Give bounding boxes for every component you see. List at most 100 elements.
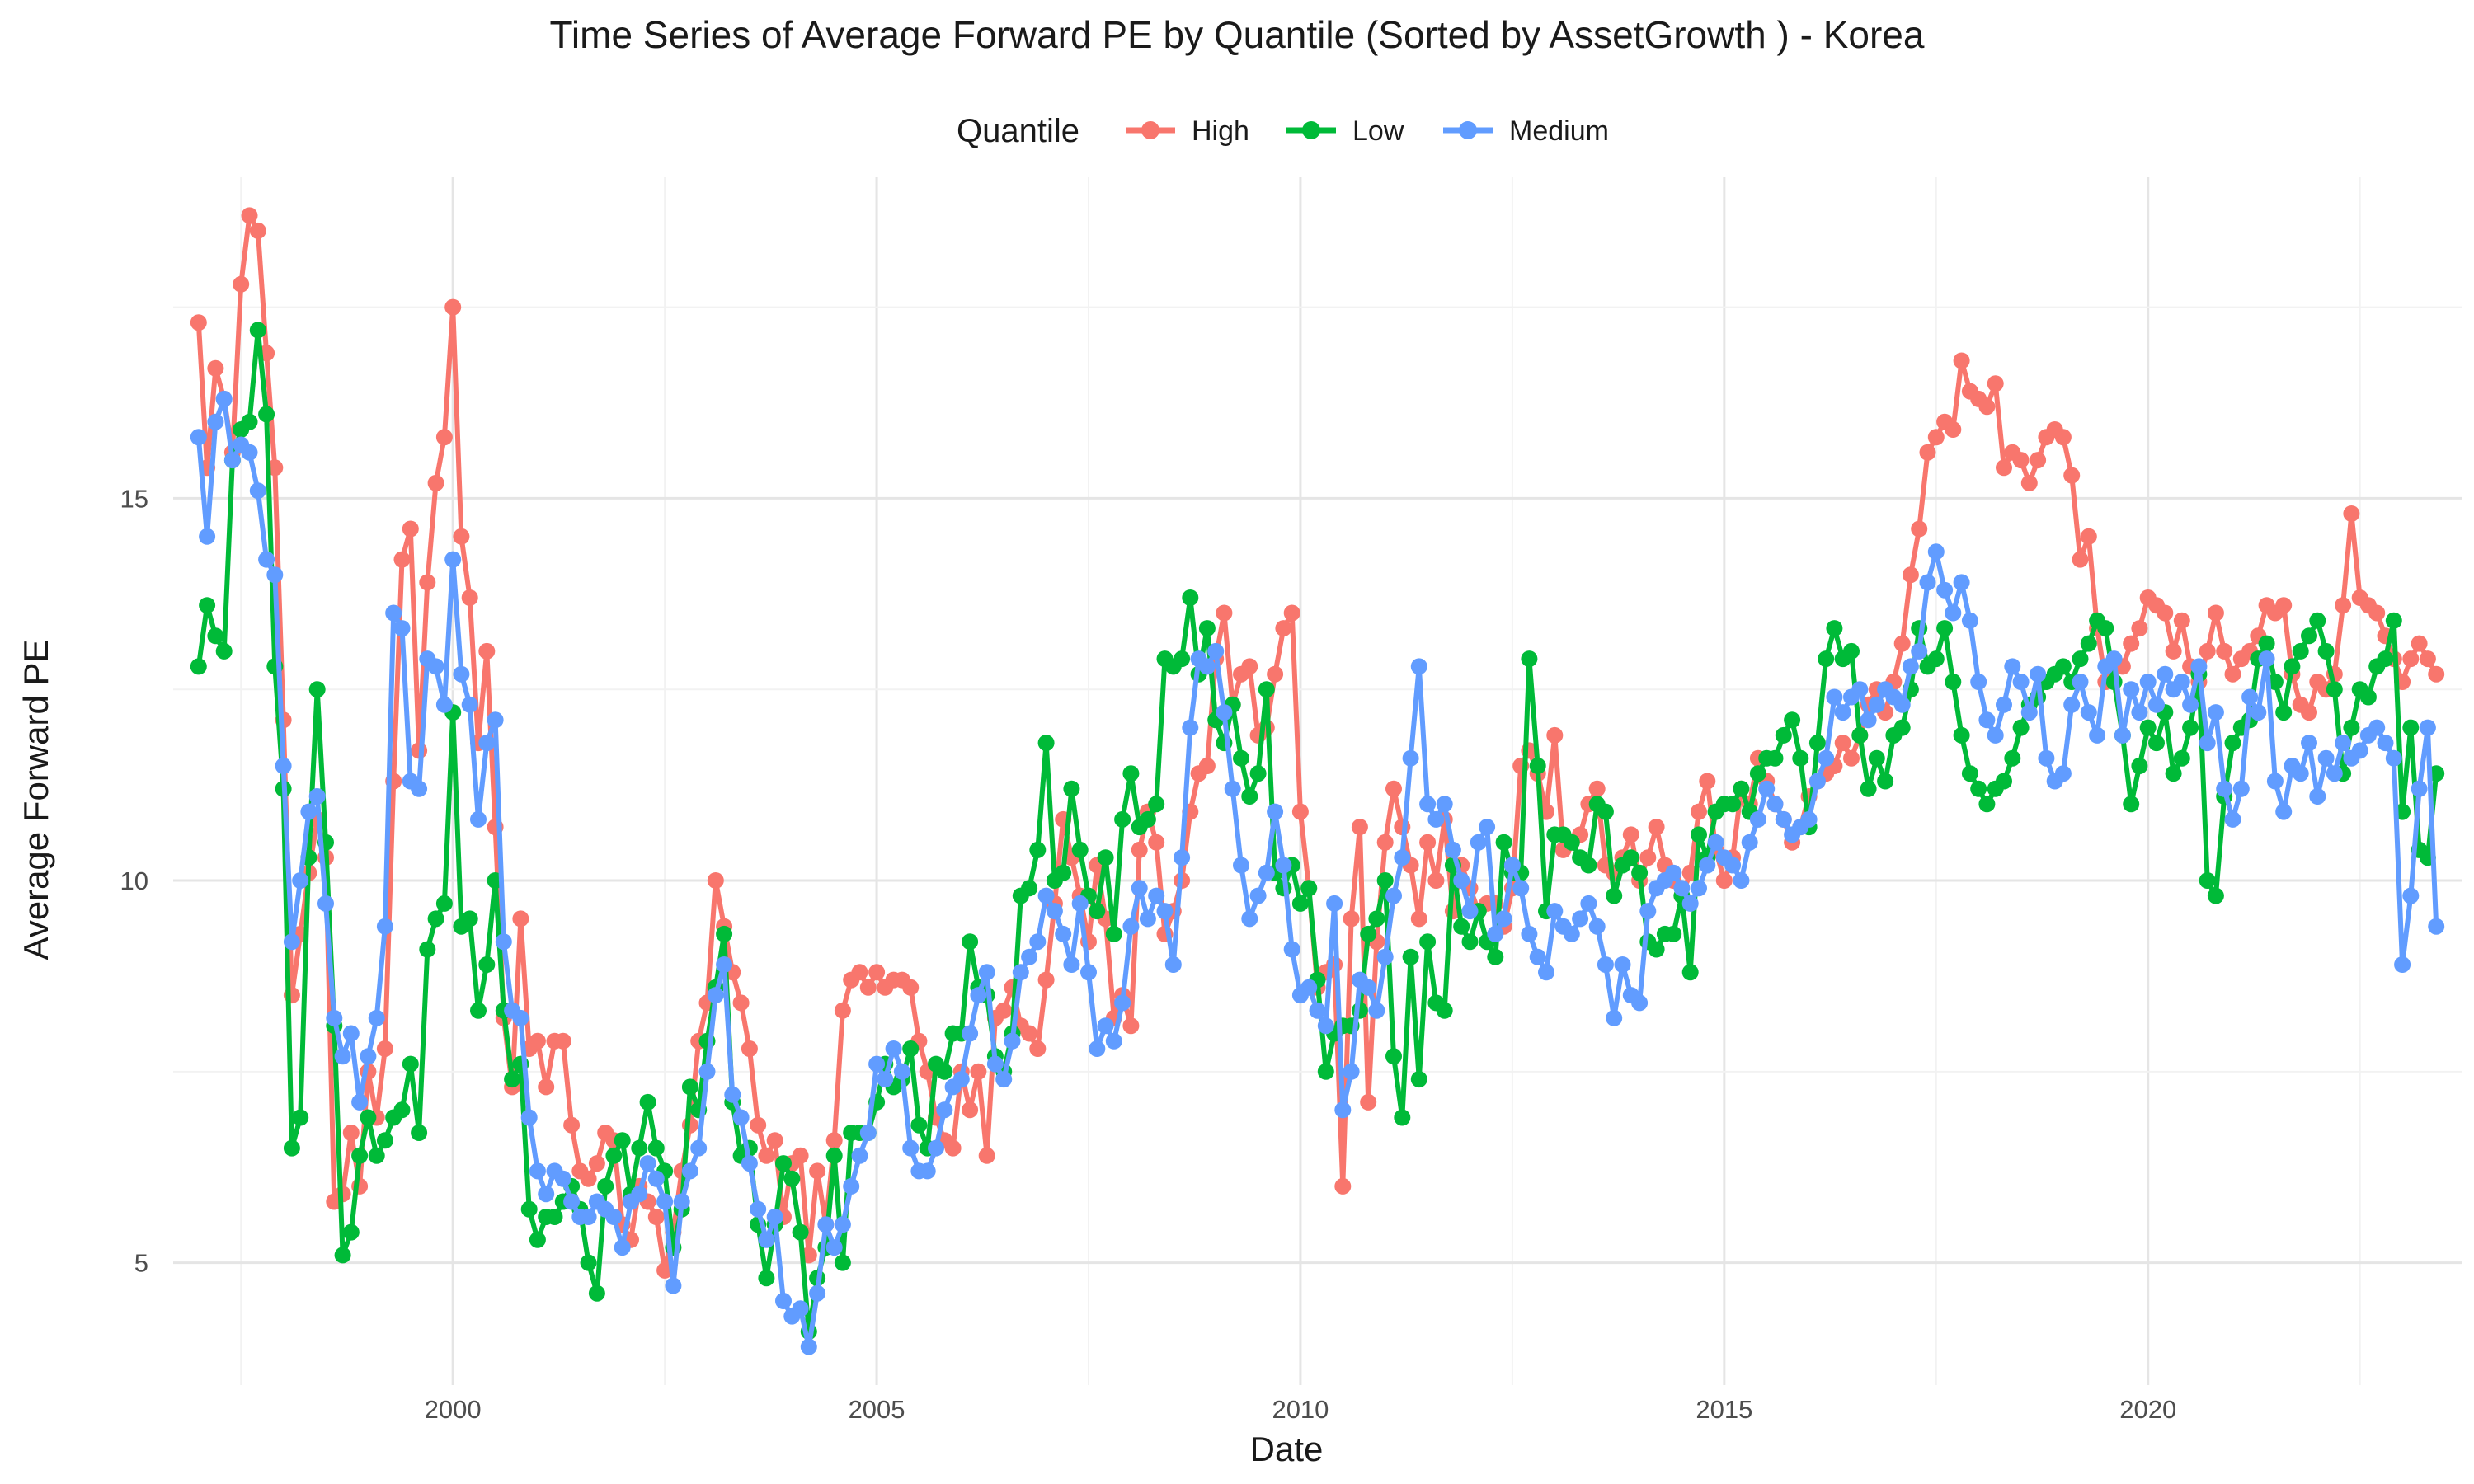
data-point-medium (1436, 796, 1453, 813)
data-point-medium (1529, 948, 1546, 965)
data-point-medium (2216, 780, 2233, 797)
data-point-medium (1114, 994, 1131, 1012)
data-point-high (995, 1002, 1013, 1019)
data-point-medium (2004, 658, 2021, 675)
data-point-medium (1326, 895, 1343, 912)
data-point-medium (2309, 788, 2326, 805)
data-point-high (2343, 505, 2360, 522)
data-point-medium (647, 1170, 665, 1187)
data-point-low (597, 1177, 614, 1195)
data-point-high (2216, 642, 2233, 660)
data-point-high (393, 551, 411, 568)
data-point-low (936, 1063, 953, 1080)
data-point-medium (351, 1093, 369, 1111)
data-point-medium (1385, 887, 1402, 904)
data-point-low (1792, 749, 1809, 767)
data-point-medium (266, 566, 284, 584)
data-point-medium (512, 1009, 529, 1026)
data-point-medium (919, 1162, 936, 1180)
data-point-low (1139, 810, 1156, 828)
data-point-low (1749, 765, 1766, 782)
data-point-low (1114, 810, 1131, 828)
data-point-low (1860, 780, 1877, 797)
legend-item-medium: Medium (1443, 115, 1609, 147)
data-point-high (453, 528, 470, 545)
data-point-medium (1479, 819, 1496, 836)
data-point-medium (1097, 1017, 1114, 1035)
data-point-medium (1198, 658, 1216, 675)
data-point-medium (2326, 765, 2343, 782)
data-point-medium (1376, 948, 1394, 965)
data-point-high (2020, 474, 2038, 491)
data-point-medium (800, 1338, 817, 1355)
data-point-low (376, 1132, 393, 1149)
legend-label: Low (1352, 115, 1404, 147)
data-point-medium (1258, 864, 1275, 881)
data-point-medium (275, 758, 292, 774)
data-point-medium (326, 1009, 343, 1026)
data-point-medium (1733, 872, 1750, 889)
data-point-medium (1766, 796, 1784, 813)
data-point-medium (1512, 880, 1530, 897)
data-point-high (902, 979, 920, 996)
data-point-high (1978, 398, 1996, 416)
data-point-high (1037, 971, 1055, 989)
data-point-low (1233, 749, 1249, 767)
data-point-medium (851, 1147, 868, 1164)
data-point-high (190, 314, 207, 331)
data-point-high (962, 1101, 979, 1119)
data-point-medium (665, 1277, 682, 1294)
data-point-medium (2012, 674, 2030, 690)
data-point-low (1631, 864, 1649, 881)
data-point-medium (1521, 925, 1538, 942)
data-point-medium (292, 872, 309, 889)
data-point-high (1911, 520, 1928, 538)
data-point-high (1122, 1017, 1140, 1035)
data-point-low (2072, 650, 2089, 668)
data-point-low (1249, 765, 1267, 782)
data-point-high (1385, 780, 1402, 797)
data-point-medium (1164, 956, 1182, 973)
data-point-low (190, 658, 207, 675)
data-point-low (2326, 681, 2343, 698)
data-point-low (1945, 674, 1962, 690)
data-point-medium (2182, 696, 2199, 713)
data-point-low (631, 1139, 648, 1157)
data-point-medium (1089, 1040, 1106, 1057)
data-point-low (402, 1055, 419, 1073)
data-point-low (1071, 841, 1089, 858)
data-point-medium (698, 1063, 716, 1080)
data-point-high (1648, 819, 1665, 836)
data-point-medium (1597, 956, 1614, 973)
data-point-high (1241, 658, 1258, 675)
data-point-high (580, 1170, 597, 1187)
data-point-medium (732, 1109, 750, 1126)
data-point-high (970, 1063, 987, 1080)
data-point-high (868, 964, 886, 981)
data-point-medium (1444, 841, 1461, 858)
data-point-low (614, 1132, 631, 1149)
data-point-low (647, 1139, 665, 1157)
data-point-medium (970, 987, 987, 1004)
data-point-medium (1461, 903, 1479, 920)
data-point-medium (520, 1109, 538, 1126)
data-point-medium (223, 452, 241, 469)
data-point-medium (1868, 696, 1885, 713)
data-point-high (2173, 612, 2190, 629)
data-point-low (1300, 880, 1318, 897)
data-point-medium (2419, 719, 2436, 736)
data-point-medium (1572, 910, 1589, 928)
data-point-low (1436, 1002, 1453, 1019)
data-point-high (750, 1116, 767, 1134)
data-point-low (834, 1254, 851, 1271)
data-point-medium (190, 429, 207, 446)
data-point-medium (554, 1170, 571, 1187)
data-point-low (2275, 704, 2293, 721)
data-point-medium (1588, 918, 1606, 935)
data-point-medium (1233, 857, 1249, 874)
data-point-medium (1953, 574, 1970, 591)
data-point-low (2165, 765, 2182, 782)
data-point-medium (360, 1048, 377, 1065)
data-point-medium (2317, 749, 2335, 767)
data-point-medium (1945, 604, 1962, 622)
